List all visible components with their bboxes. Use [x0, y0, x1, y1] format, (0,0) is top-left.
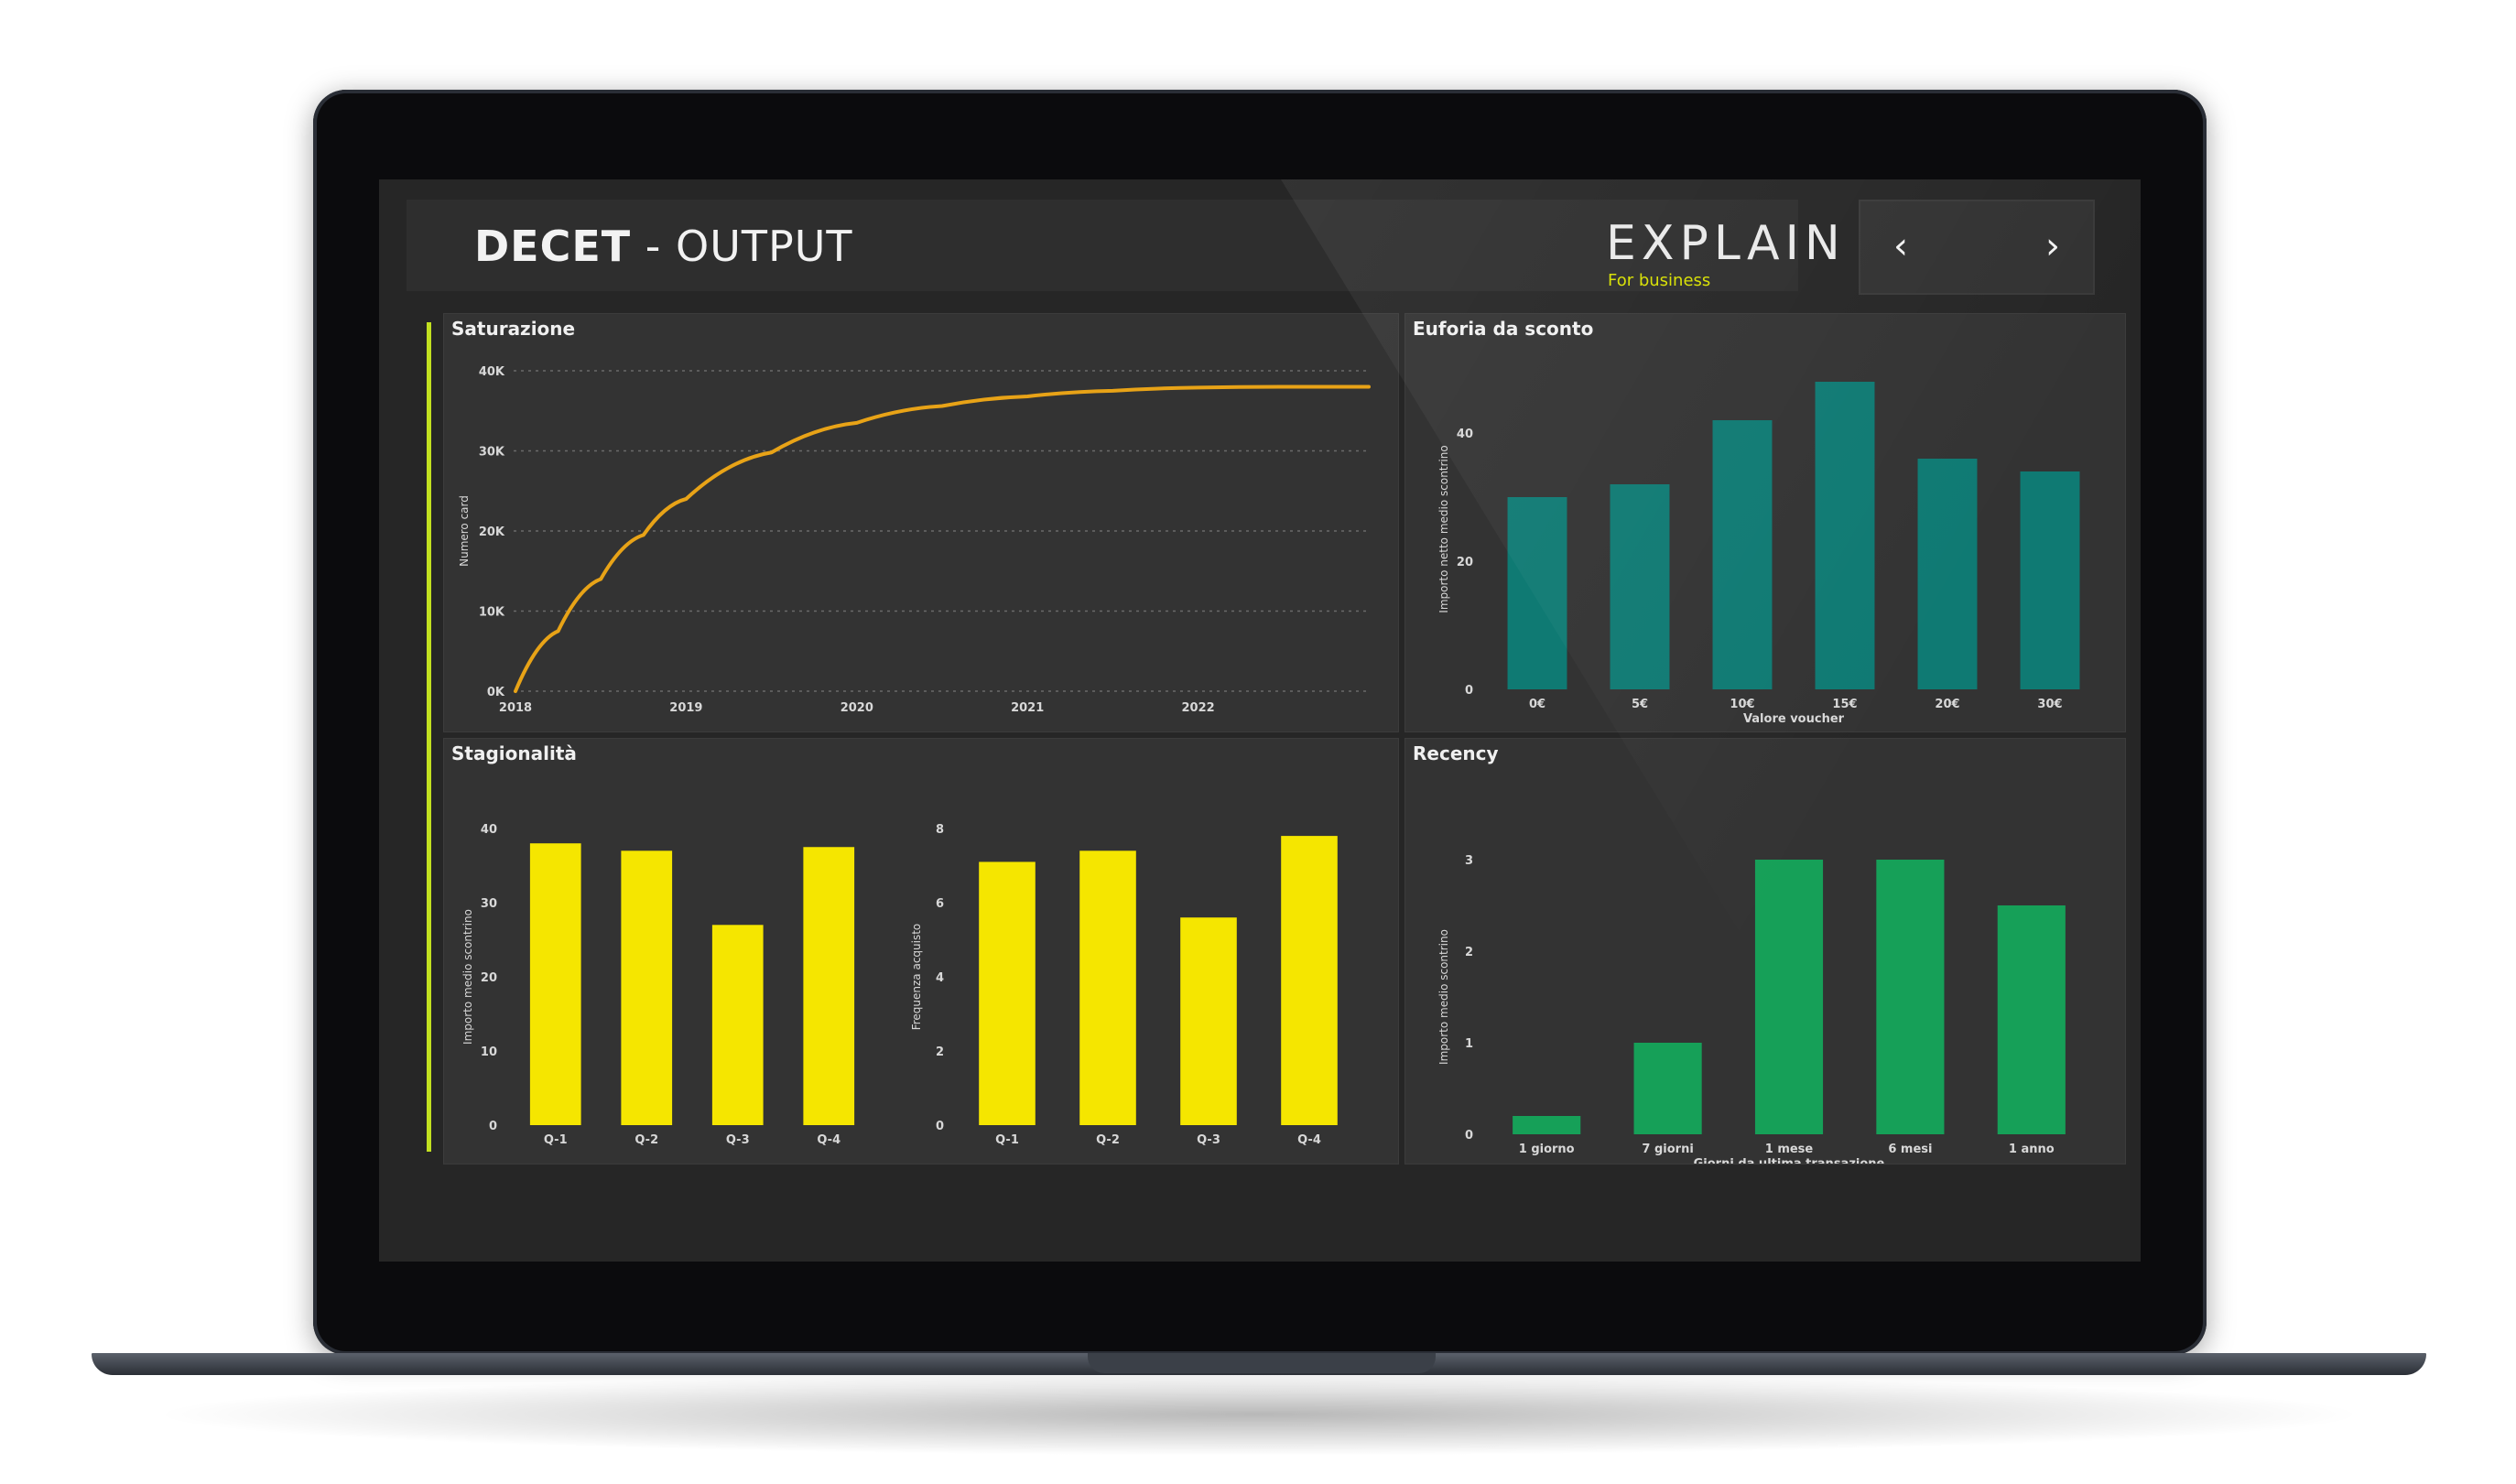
laptop-notch: [1088, 1353, 1436, 1373]
x-tick-label: 7 giorni: [1642, 1143, 1693, 1156]
bar: [1610, 484, 1670, 689]
panel-title: Stagionalità: [451, 742, 577, 764]
panel-stagionalita[interactable]: Stagionalità 0 10 20 30 40 Q-1 Q-2 Q-3 Q-4 Import…: [443, 738, 1399, 1164]
y-tick-label: 20: [481, 971, 497, 985]
bar: [1281, 836, 1338, 1125]
x-tick-label: 2018: [499, 701, 532, 715]
bar: [1079, 850, 1136, 1125]
y-tick-label: 40: [1457, 428, 1473, 441]
bar: [1876, 860, 1945, 1134]
y-tick-label: 2: [1465, 946, 1473, 959]
x-tick-label: 30€: [2037, 698, 2062, 711]
y-tick-label: 20K: [479, 525, 505, 539]
y-tick-label: 2: [936, 1045, 944, 1059]
y-tick-label: 0: [936, 1120, 944, 1133]
x-axis-label: Giorni da ultima transazione: [1694, 1157, 1885, 1164]
x-tick-label: 6 mesi: [1888, 1143, 1932, 1156]
page-title: DECET - OUTPUT: [474, 222, 853, 271]
y-tick-label: 1: [1465, 1037, 1473, 1051]
x-tick-label: 2019: [669, 701, 702, 715]
header-bar: [407, 200, 1798, 291]
explain-logo: EXPLAIN For business: [1606, 216, 1853, 290]
y-tick-label: 10K: [479, 606, 505, 620]
x-tick-label: Q-4: [1297, 1133, 1321, 1147]
x-axis-label: Valore voucher: [1743, 712, 1845, 726]
y-axis-label: Frequenza acquisto: [910, 924, 923, 1031]
x-tick-label: Q-3: [1197, 1133, 1220, 1147]
x-tick-label: 1 giorno: [1519, 1143, 1575, 1156]
bar: [803, 847, 855, 1125]
y-tick-label: 0: [1465, 684, 1473, 698]
accent-bar: [427, 322, 431, 1152]
x-tick-label: 15€: [1832, 698, 1857, 711]
bar: [621, 850, 673, 1125]
logo-text: EXPLAIN: [1606, 216, 1846, 271]
x-tick-label: Q-1: [544, 1133, 568, 1147]
x-tick-label: 10€: [1730, 698, 1754, 711]
x-tick-label: Q-1: [995, 1133, 1019, 1147]
y-tick-label: 10: [481, 1045, 497, 1059]
bar: [979, 861, 1036, 1125]
series-line: [514, 385, 1371, 693]
x-tick-label: 5€: [1632, 698, 1648, 711]
bar: [529, 843, 581, 1125]
bar: [1815, 382, 1875, 689]
panel-recency[interactable]: Recency 0 1 2 3 1 giorno 7 giorni 1 mese 6 mesi…: [1404, 738, 2126, 1164]
x-tick-label: 2020: [840, 701, 873, 715]
y-tick-label: 6: [936, 897, 944, 911]
panel-euforia[interactable]: Euforia da sconto 0 20 40 0€ 5€ 10€ 15€ 20€ 30€ I…: [1404, 313, 2126, 732]
bar: [2020, 471, 2080, 689]
y-axis-label: Numero card: [458, 495, 471, 567]
chart-euforia: 0 20 40 0€ 5€ 10€ 15€ 20€ 30€ Importo netto medio…: [1437, 382, 2080, 726]
bar: [1754, 860, 1824, 1134]
bar: [1180, 917, 1237, 1125]
y-axis-label: Importo medio scontrino: [461, 909, 474, 1045]
y-tick-label: 0: [489, 1120, 497, 1133]
bar: [711, 925, 764, 1125]
y-tick-label: 20: [1457, 556, 1473, 569]
chevron-left-icon[interactable]: ‹: [1893, 225, 1908, 267]
y-tick-label: 40: [481, 823, 497, 837]
y-tick-label: 30: [481, 897, 497, 911]
y-axis-label: Importo netto medio scontrino: [1437, 445, 1450, 612]
bar: [1513, 1116, 1581, 1134]
bar: [1917, 459, 1978, 689]
chart-recency: 0 1 2 3 1 giorno 7 giorni 1 mese 6 mesi 1 anno Im…: [1437, 854, 2066, 1164]
bar: [1507, 497, 1567, 689]
x-tick-label: 0€: [1529, 698, 1545, 711]
page-title-main: DECET: [474, 222, 632, 271]
y-tick-label: 4: [936, 971, 944, 985]
bar: [1633, 1043, 1702, 1134]
panel-title: Recency: [1413, 742, 1499, 764]
page-navigation: ‹ ›: [1859, 200, 2095, 295]
x-tick-label: Q-4: [817, 1133, 840, 1147]
y-tick-label: 3: [1465, 854, 1473, 868]
y-tick-label: 8: [936, 823, 944, 837]
x-tick-label: Q-2: [634, 1133, 658, 1147]
bar: [1712, 420, 1773, 689]
laptop-shadow: [146, 1373, 2371, 1456]
dashboard-screen: DECET - OUTPUT EXPLAIN For business ‹ › …: [379, 179, 2141, 1262]
x-tick-label: 2021: [1011, 701, 1044, 715]
chevron-right-icon[interactable]: ›: [2045, 225, 2060, 267]
page-title-suffix: - OUTPUT: [631, 222, 853, 271]
x-tick-label: 20€: [1935, 698, 1959, 711]
x-tick-label: Q-2: [1096, 1133, 1120, 1147]
panel-title: Euforia da sconto: [1413, 318, 1594, 340]
panel-title: Saturazione: [451, 318, 576, 340]
logo-subtitle: For business: [1608, 271, 1711, 290]
x-tick-label: 2022: [1182, 701, 1215, 715]
bar: [1997, 905, 2066, 1134]
y-axis-label: Importo medio scontrino: [1437, 929, 1450, 1065]
x-tick-label: 1 mese: [1765, 1143, 1814, 1156]
y-tick-label: 30K: [479, 446, 505, 460]
panel-saturazione[interactable]: Saturazione 0K 10K 20K 30K 40K 2018 2019 2020 20…: [443, 313, 1399, 732]
y-tick-label: 0K: [487, 686, 505, 699]
y-tick-label: 40K: [479, 365, 505, 379]
chart-saturazione: 0K 10K 20K 30K 40K 2018 2019 2020 2021 2022 Numero…: [458, 365, 1371, 715]
x-tick-label: Q-3: [726, 1133, 750, 1147]
x-tick-label: 1 anno: [2009, 1143, 2055, 1156]
y-tick-label: 0: [1465, 1129, 1473, 1143]
